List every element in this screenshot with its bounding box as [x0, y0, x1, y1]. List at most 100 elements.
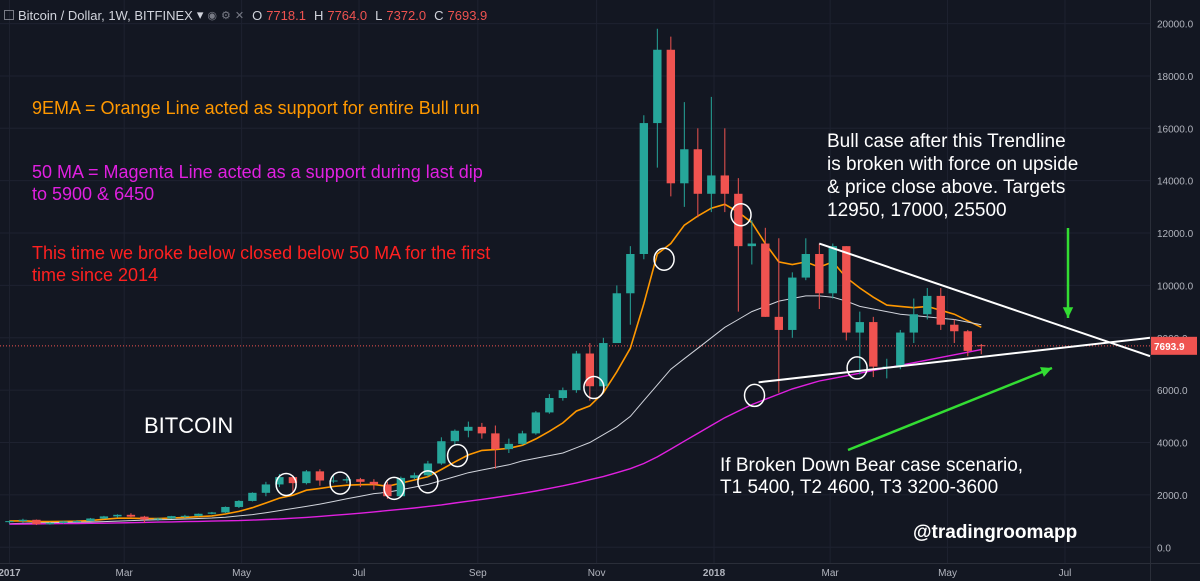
candle	[639, 115, 649, 260]
x-tick-label: Jul	[1059, 568, 1072, 579]
low-label: L	[375, 7, 383, 23]
candle-body	[680, 149, 689, 184]
trendline-upper	[818, 242, 1151, 358]
candle-body	[599, 343, 608, 387]
x-tick-label: May	[232, 568, 251, 579]
y-tick-label: 18000.0	[1157, 72, 1194, 83]
y-tick-label: 6000.0	[1157, 386, 1188, 397]
candle	[734, 178, 743, 312]
bull-annotation-line4: 12950, 17000, 25500	[827, 200, 1007, 221]
y-tick-label: 12000.0	[1157, 229, 1194, 240]
candle-body	[464, 426, 473, 431]
candle-body	[923, 295, 932, 315]
candle-body	[221, 506, 230, 513]
candle	[167, 515, 176, 520]
candle-body	[558, 390, 568, 399]
candle	[5, 520, 14, 524]
hand-drawn-circle	[329, 471, 351, 495]
candle-body	[761, 243, 770, 317]
candle	[207, 511, 217, 515]
candle-body	[950, 324, 959, 332]
chevron-down-icon[interactable]: ▾	[196, 7, 204, 22]
candle	[936, 288, 945, 330]
candle	[410, 472, 419, 480]
candle	[801, 238, 810, 281]
candle-body	[707, 175, 716, 194]
candle-body	[140, 516, 149, 520]
collapse-icon[interactable]	[4, 10, 14, 20]
broke-annotation-line1: This time we broke below closed below 50…	[32, 243, 491, 263]
y-tick-label: 14000.0	[1157, 177, 1194, 188]
candle	[774, 238, 783, 393]
candle-body	[248, 492, 257, 501]
candle	[302, 470, 311, 485]
bitcoin-label: BITCOIN	[144, 413, 234, 438]
bear-arrow-icon-shaft	[847, 366, 1053, 452]
candle	[356, 477, 365, 488]
candle	[288, 475, 298, 493]
candle	[693, 128, 703, 218]
candle	[477, 422, 487, 439]
hand-drawn-circle	[730, 202, 752, 227]
x-tick-label: Mar	[116, 568, 134, 579]
candle-body	[842, 246, 851, 333]
candle-body	[18, 519, 28, 522]
candle-body	[261, 484, 271, 493]
candle-body	[801, 254, 810, 278]
candle	[180, 514, 190, 518]
candle-body	[653, 49, 662, 124]
candle	[923, 288, 932, 320]
candle	[828, 243, 837, 299]
candle-body	[639, 123, 649, 255]
candle-body	[342, 479, 352, 481]
last-price-text: 7693.9	[1154, 342, 1185, 353]
candle	[369, 479, 379, 490]
candle	[896, 329, 905, 370]
candle-body	[869, 322, 878, 367]
candle-body	[815, 254, 824, 294]
x-tick-label: Mar	[821, 568, 839, 579]
eye-icon[interactable]: ◉	[207, 9, 217, 22]
author-handle: @tradingroomapp	[913, 522, 1078, 543]
candle	[234, 500, 244, 509]
x-tick-label: 2018	[703, 568, 726, 579]
candle	[707, 96, 716, 213]
y-tick-label: 2000.0	[1157, 491, 1188, 502]
candle-body	[545, 398, 554, 413]
gear-icon[interactable]: ⚙	[220, 9, 231, 22]
candle-body	[450, 430, 460, 442]
candle	[612, 285, 622, 344]
symbol-title[interactable]: Bitcoin / Dollar, 1W, BITFINEX	[18, 7, 193, 23]
close-icon[interactable]: ✕	[234, 9, 245, 22]
high-label: H	[313, 7, 324, 23]
candle-body	[626, 254, 635, 294]
candle-body	[531, 412, 541, 434]
candle	[491, 425, 500, 469]
candle-body	[72, 521, 82, 523]
ema-annotation: 9EMA = Orange Line acted as support for …	[32, 98, 480, 118]
broke-annotation-line2: time since 2014	[32, 265, 159, 285]
candle-body	[855, 322, 864, 333]
candle-body	[491, 433, 500, 450]
candle-body	[437, 441, 446, 464]
candle	[153, 517, 163, 521]
candle	[599, 337, 608, 388]
bull-annotation-line2: is broken with force on upside	[827, 154, 1079, 175]
candle	[626, 246, 635, 325]
bear-arrow-icon	[847, 366, 1053, 452]
candle-body	[734, 193, 743, 247]
candle-body	[909, 314, 918, 333]
candle-body	[234, 500, 244, 507]
candle-body	[828, 246, 837, 294]
candle	[59, 520, 68, 524]
y-tick-label: 10000.0	[1157, 281, 1194, 292]
candle-body	[86, 518, 95, 522]
x-tick-label: Nov	[588, 568, 606, 579]
candle	[18, 518, 28, 523]
candle	[32, 519, 41, 526]
hand-drawn-circle	[417, 470, 439, 494]
candle-body	[477, 426, 487, 434]
hand-drawn-circle	[583, 375, 605, 400]
